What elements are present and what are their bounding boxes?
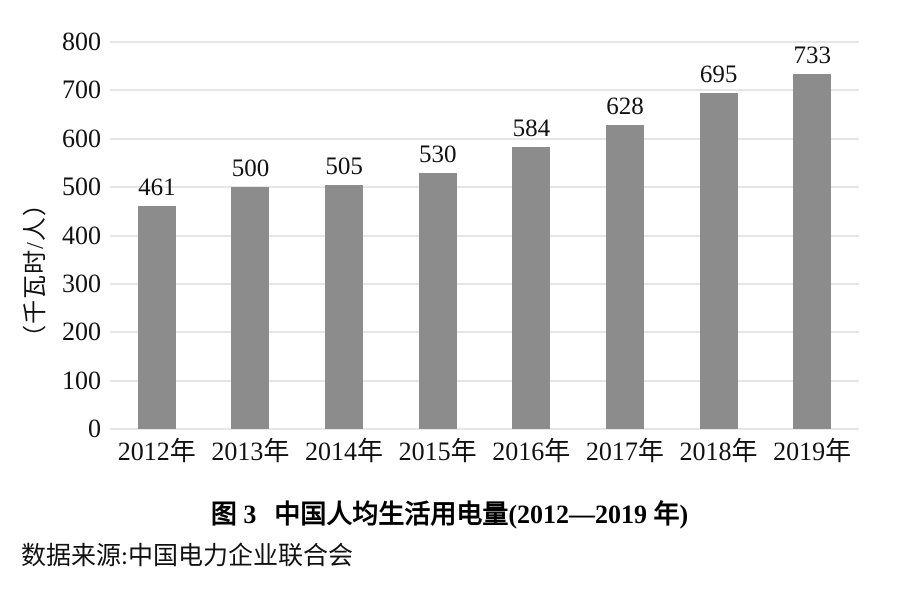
bar-2015年	[418, 172, 457, 429]
bar-2013年	[231, 187, 270, 429]
bar-2019年	[793, 74, 832, 429]
bar-value-label: 505	[325, 152, 363, 180]
gridline	[110, 379, 859, 382]
y-tick-label: 0	[88, 414, 101, 443]
bar-value-label: 733	[793, 42, 831, 70]
gridline	[110, 331, 859, 334]
x-tick-label: 2018年	[679, 437, 758, 466]
bar-2014年	[325, 184, 364, 429]
bar-value-label: 584	[512, 114, 551, 142]
y-tick-label: 400	[62, 220, 101, 250]
bar-2017年	[605, 125, 644, 429]
gridline	[110, 89, 859, 92]
bar-value-label: 461	[138, 174, 176, 201]
x-tick-label: 2016年	[492, 437, 571, 466]
x-tick-label: 2019年	[773, 437, 852, 466]
gridline	[110, 186, 859, 189]
bar-2016年	[512, 146, 551, 429]
x-tick-label: 2014年	[305, 437, 384, 466]
gridline	[110, 234, 859, 237]
gridline	[110, 41, 859, 43]
x-tick-label: 2013年	[211, 437, 290, 466]
bar-value-label: 628	[606, 93, 644, 121]
y-tick-label: 500	[62, 172, 101, 202]
bar-value-label: 530	[418, 140, 457, 168]
y-tick-label: 600	[62, 123, 101, 153]
plot-area: 461 500 505 530 584 628 695 733	[110, 41, 859, 430]
gridline	[110, 428, 859, 430]
bar-value-label: 695	[699, 60, 738, 88]
gridline	[110, 282, 859, 285]
gridline	[110, 137, 859, 140]
y-tick-label: 200	[62, 317, 101, 347]
figure-caption: 图 3 中国人均生活用电量(2012—2019 年)	[0, 494, 899, 531]
x-tick-label: 2015年	[398, 437, 477, 466]
y-tick-label: 800	[62, 27, 101, 56]
figure-title: 中国人均生活用电量(2012—2019 年)	[274, 500, 689, 529]
source-note: 数据来源:中国电力企业联合会	[21, 543, 353, 570]
x-tick-label: 2017年	[585, 437, 664, 466]
figure-number: 图 3	[210, 500, 257, 529]
y-tick-label: 100	[62, 365, 101, 395]
x-tick-label: 2012年	[117, 437, 196, 466]
y-tick-label: 700	[62, 75, 101, 105]
bar-value-label: 500	[231, 155, 270, 183]
y-tick-label: 300	[62, 268, 101, 298]
bar-2018年	[699, 92, 738, 429]
bar-2012年	[137, 206, 176, 429]
